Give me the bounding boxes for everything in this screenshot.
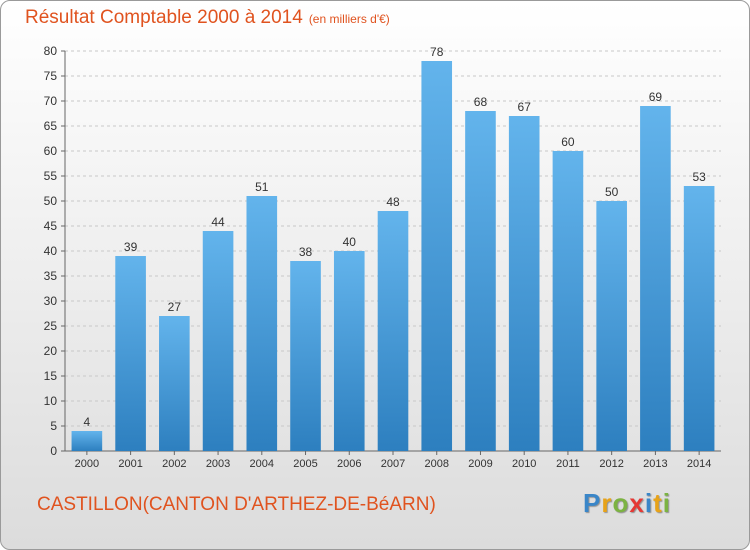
x-tick-label: 2005	[293, 458, 317, 470]
bar	[508, 116, 540, 451]
x-tick-label: 2003	[206, 458, 230, 470]
y-tick-label: 75	[44, 69, 58, 83]
x-tick-label: 2007	[381, 458, 405, 470]
y-tick-label: 70	[44, 94, 58, 108]
y-tick-label: 60	[44, 144, 58, 158]
y-tick-label: 40	[44, 244, 58, 258]
y-tick-label: 25	[44, 319, 58, 333]
bar	[377, 211, 409, 451]
bar	[202, 231, 234, 451]
logo-letter: P	[583, 488, 602, 518]
bar	[71, 431, 103, 451]
x-tick-label: 2010	[512, 458, 536, 470]
y-tick-label: 50	[44, 194, 58, 208]
logo-letter: o	[612, 488, 630, 518]
y-tick-label: 20	[44, 344, 58, 358]
bar-value-label: 40	[343, 235, 357, 249]
bar-value-label: 48	[386, 195, 400, 209]
bar	[290, 261, 321, 451]
bar-value-label: 38	[299, 245, 313, 259]
x-tick-label: 2000	[75, 458, 99, 470]
y-tick-label: 80	[44, 44, 58, 58]
logo-letter: x	[629, 488, 645, 518]
y-tick-label: 55	[44, 169, 58, 183]
bar-value-label: 27	[168, 300, 182, 314]
bar-value-label: 60	[561, 135, 575, 149]
bar-value-label: 67	[518, 100, 532, 114]
y-tick-label: 35	[44, 269, 58, 283]
bar	[552, 151, 584, 451]
x-tick-label: 2012	[599, 458, 623, 470]
logo-letter: i	[662, 488, 671, 518]
chart-title: Résultat Comptable 2000 à 2014	[25, 7, 303, 28]
x-tick-label: 2011	[556, 458, 580, 470]
x-tick-label: 2008	[424, 458, 448, 470]
bar-value-label: 4	[84, 415, 91, 429]
bar	[683, 186, 715, 451]
x-tick-label: 2009	[468, 458, 492, 470]
x-tick-label: 2006	[337, 458, 361, 470]
bar	[421, 61, 453, 451]
bar	[465, 111, 496, 451]
logo-letter: t	[653, 488, 663, 518]
bar-value-label: 39	[124, 240, 138, 254]
bar	[115, 256, 146, 451]
y-tick-label: 45	[44, 219, 58, 233]
bar-value-label: 51	[255, 180, 269, 194]
y-tick-label: 0	[50, 444, 57, 458]
x-tick-label: 2013	[643, 458, 667, 470]
bar-value-label: 53	[692, 170, 706, 184]
y-tick-label: 30	[44, 294, 58, 308]
bar-value-label: 78	[430, 45, 444, 59]
bar	[159, 316, 190, 451]
logo-letter: r	[601, 488, 613, 518]
y-tick-label: 15	[44, 369, 58, 383]
bar-value-label: 68	[474, 95, 488, 109]
y-tick-label: 65	[44, 119, 58, 133]
location-name: CASTILLON(CANTON D'ARTHEZ-DE-BéARN)	[37, 494, 436, 515]
bar	[596, 201, 627, 451]
y-tick-label: 10	[44, 394, 58, 408]
bar	[333, 251, 365, 451]
x-tick-label: 2004	[250, 458, 274, 470]
x-tick-label: 2014	[687, 458, 711, 470]
y-tick-label: 5	[50, 419, 57, 433]
chart-subtitle: (en milliers d'€)	[308, 12, 390, 26]
logo-letter: i	[644, 488, 654, 518]
x-tick-label: 2002	[162, 458, 186, 470]
bar-value-label: 69	[649, 90, 663, 104]
bar-value-label: 50	[605, 185, 619, 199]
proxiti-logo: Proxiti	[583, 488, 671, 519]
x-tick-label: 2001	[118, 458, 142, 470]
bar	[640, 106, 671, 451]
bar-value-label: 44	[211, 215, 225, 229]
bar	[246, 196, 278, 451]
chart-title-block: Résultat Comptable 2000 à 2014 (en millie…	[25, 7, 390, 29]
